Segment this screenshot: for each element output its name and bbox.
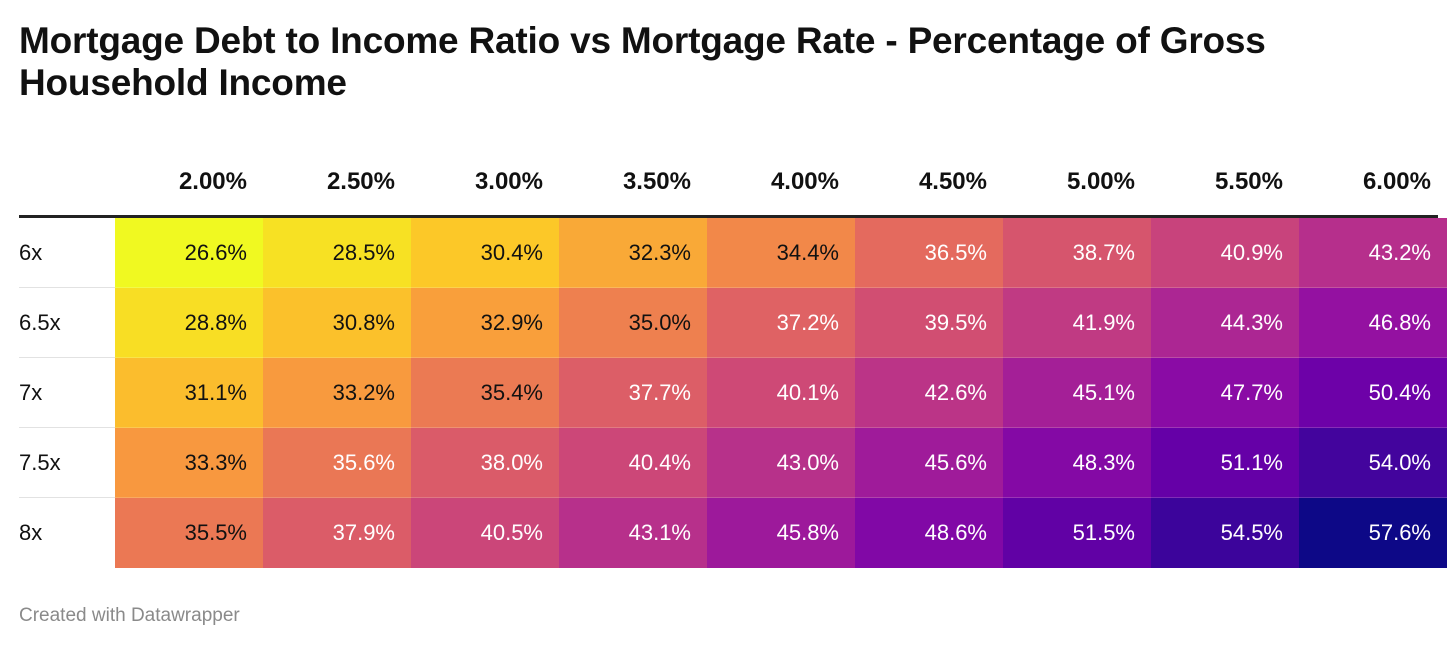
row-divider [19, 497, 115, 498]
heatmap-cell: 45.1% [1003, 358, 1151, 428]
heatmap-cell: 26.6% [115, 218, 263, 288]
row-label: 6.5x [19, 310, 61, 335]
heatmap-cell: 35.6% [263, 428, 411, 498]
column-header: 4.50% [918, 168, 987, 195]
heatmap-cell: 28.8% [115, 288, 263, 358]
heatmap-cell: 33.2% [263, 358, 411, 428]
row-label: 6x [19, 240, 43, 265]
heatmap-cell: 32.3% [559, 218, 707, 288]
heatmap-cell: 50.4% [1299, 358, 1447, 428]
column-header: 5.00% [1066, 168, 1135, 195]
table-row: 6x 26.6% 28.5% 30.4% 32.3% 34.4% 36.5% 38.7% 40.… [19, 218, 1447, 288]
heatmap-cell: 48.3% [1003, 428, 1151, 498]
row-label: 8x [19, 520, 43, 545]
heatmap-cell: 35.0% [559, 288, 707, 358]
column-header: 2.00% [178, 168, 247, 195]
heatmap-cell: 44.3% [1151, 288, 1299, 358]
heatmap-cell: 34.4% [707, 218, 855, 288]
table-row: 6.5x 28.8% 30.8% 32.9% 35.0% 37.2% 39.5% 41.9% 4… [19, 288, 1447, 358]
row-divider [19, 357, 115, 358]
heatmap-cell: 38.0% [411, 428, 559, 498]
heatmap-cell: 37.9% [263, 498, 411, 568]
chart-title: Mortgage Debt to Income Ratio vs Mortgag… [19, 20, 1266, 103]
heatmap-cell: 39.5% [855, 288, 1003, 358]
heatmap-cell: 43.1% [559, 498, 707, 568]
table-row: 7x 31.1% 33.2% 35.4% 37.7% 40.1% 42.6% 45.1% 47.… [19, 358, 1447, 428]
heatmap-cell: 37.2% [707, 288, 855, 358]
heatmap-cell: 40.1% [707, 358, 855, 428]
column-header: 4.00% [770, 168, 839, 195]
heatmap-cell: 30.8% [263, 288, 411, 358]
column-header: 3.00% [474, 168, 543, 195]
heatmap-cell: 37.7% [559, 358, 707, 428]
heatmap-cell: 28.5% [263, 218, 411, 288]
row-label: 7.5x [19, 450, 61, 475]
heatmap-cell: 36.5% [855, 218, 1003, 288]
row-label: 7x [19, 380, 43, 405]
heatmap-cell: 43.0% [707, 428, 855, 498]
heatmap-cell: 54.0% [1299, 428, 1447, 498]
credit-footer: Created with Datawrapper [19, 605, 240, 626]
heatmap-cell: 40.5% [411, 498, 559, 568]
heatmap-cell: 46.8% [1299, 288, 1447, 358]
column-header: 2.50% [326, 168, 395, 195]
column-header-row: 2.00% 2.50% 3.00% 3.50% 4.00% 4.50% 5.00% 5.50%… [19, 150, 1438, 216]
table-row: 8x 35.5% 37.9% 40.5% 43.1% 45.8% 48.6% 51.5% 54.… [19, 498, 1447, 568]
header-rule [19, 215, 1438, 218]
table-row: 7.5x 33.3% 35.6% 38.0% 40.4% 43.0% 45.6% 48.3% 5… [19, 428, 1447, 498]
heatmap-cell: 33.3% [115, 428, 263, 498]
column-header: 6.00% [1362, 168, 1431, 195]
heatmap-cell: 51.1% [1151, 428, 1299, 498]
heatmap-cell: 54.5% [1151, 498, 1299, 568]
heatmap-cell: 31.1% [115, 358, 263, 428]
heatmap-cell: 43.2% [1299, 218, 1447, 288]
column-header: 3.50% [622, 168, 691, 195]
heatmap-cell: 40.9% [1151, 218, 1299, 288]
heatmap-cell: 40.4% [559, 428, 707, 498]
heatmap-cell: 35.5% [115, 498, 263, 568]
heatmap-cell: 57.6% [1299, 498, 1447, 568]
heatmap-cell: 30.4% [411, 218, 559, 288]
row-divider [19, 287, 115, 288]
heatmap-cell: 32.9% [411, 288, 559, 358]
heatmap-cell: 35.4% [411, 358, 559, 428]
heatmap-cell: 45.6% [855, 428, 1003, 498]
heatmap-cell: 47.7% [1151, 358, 1299, 428]
heatmap-cell: 38.7% [1003, 218, 1151, 288]
heatmap-cell: 42.6% [855, 358, 1003, 428]
heatmap-cell: 48.6% [855, 498, 1003, 568]
column-header: 5.50% [1214, 168, 1283, 195]
row-divider [19, 427, 115, 428]
heatmap-cell: 51.5% [1003, 498, 1151, 568]
heatmap-cell: 45.8% [707, 498, 855, 568]
heatmap-cell: 41.9% [1003, 288, 1151, 358]
